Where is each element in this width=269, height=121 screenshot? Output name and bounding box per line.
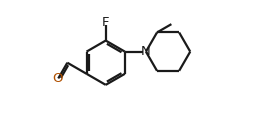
Text: F: F [102,16,109,29]
Text: N: N [141,45,151,58]
Text: O: O [52,72,62,85]
